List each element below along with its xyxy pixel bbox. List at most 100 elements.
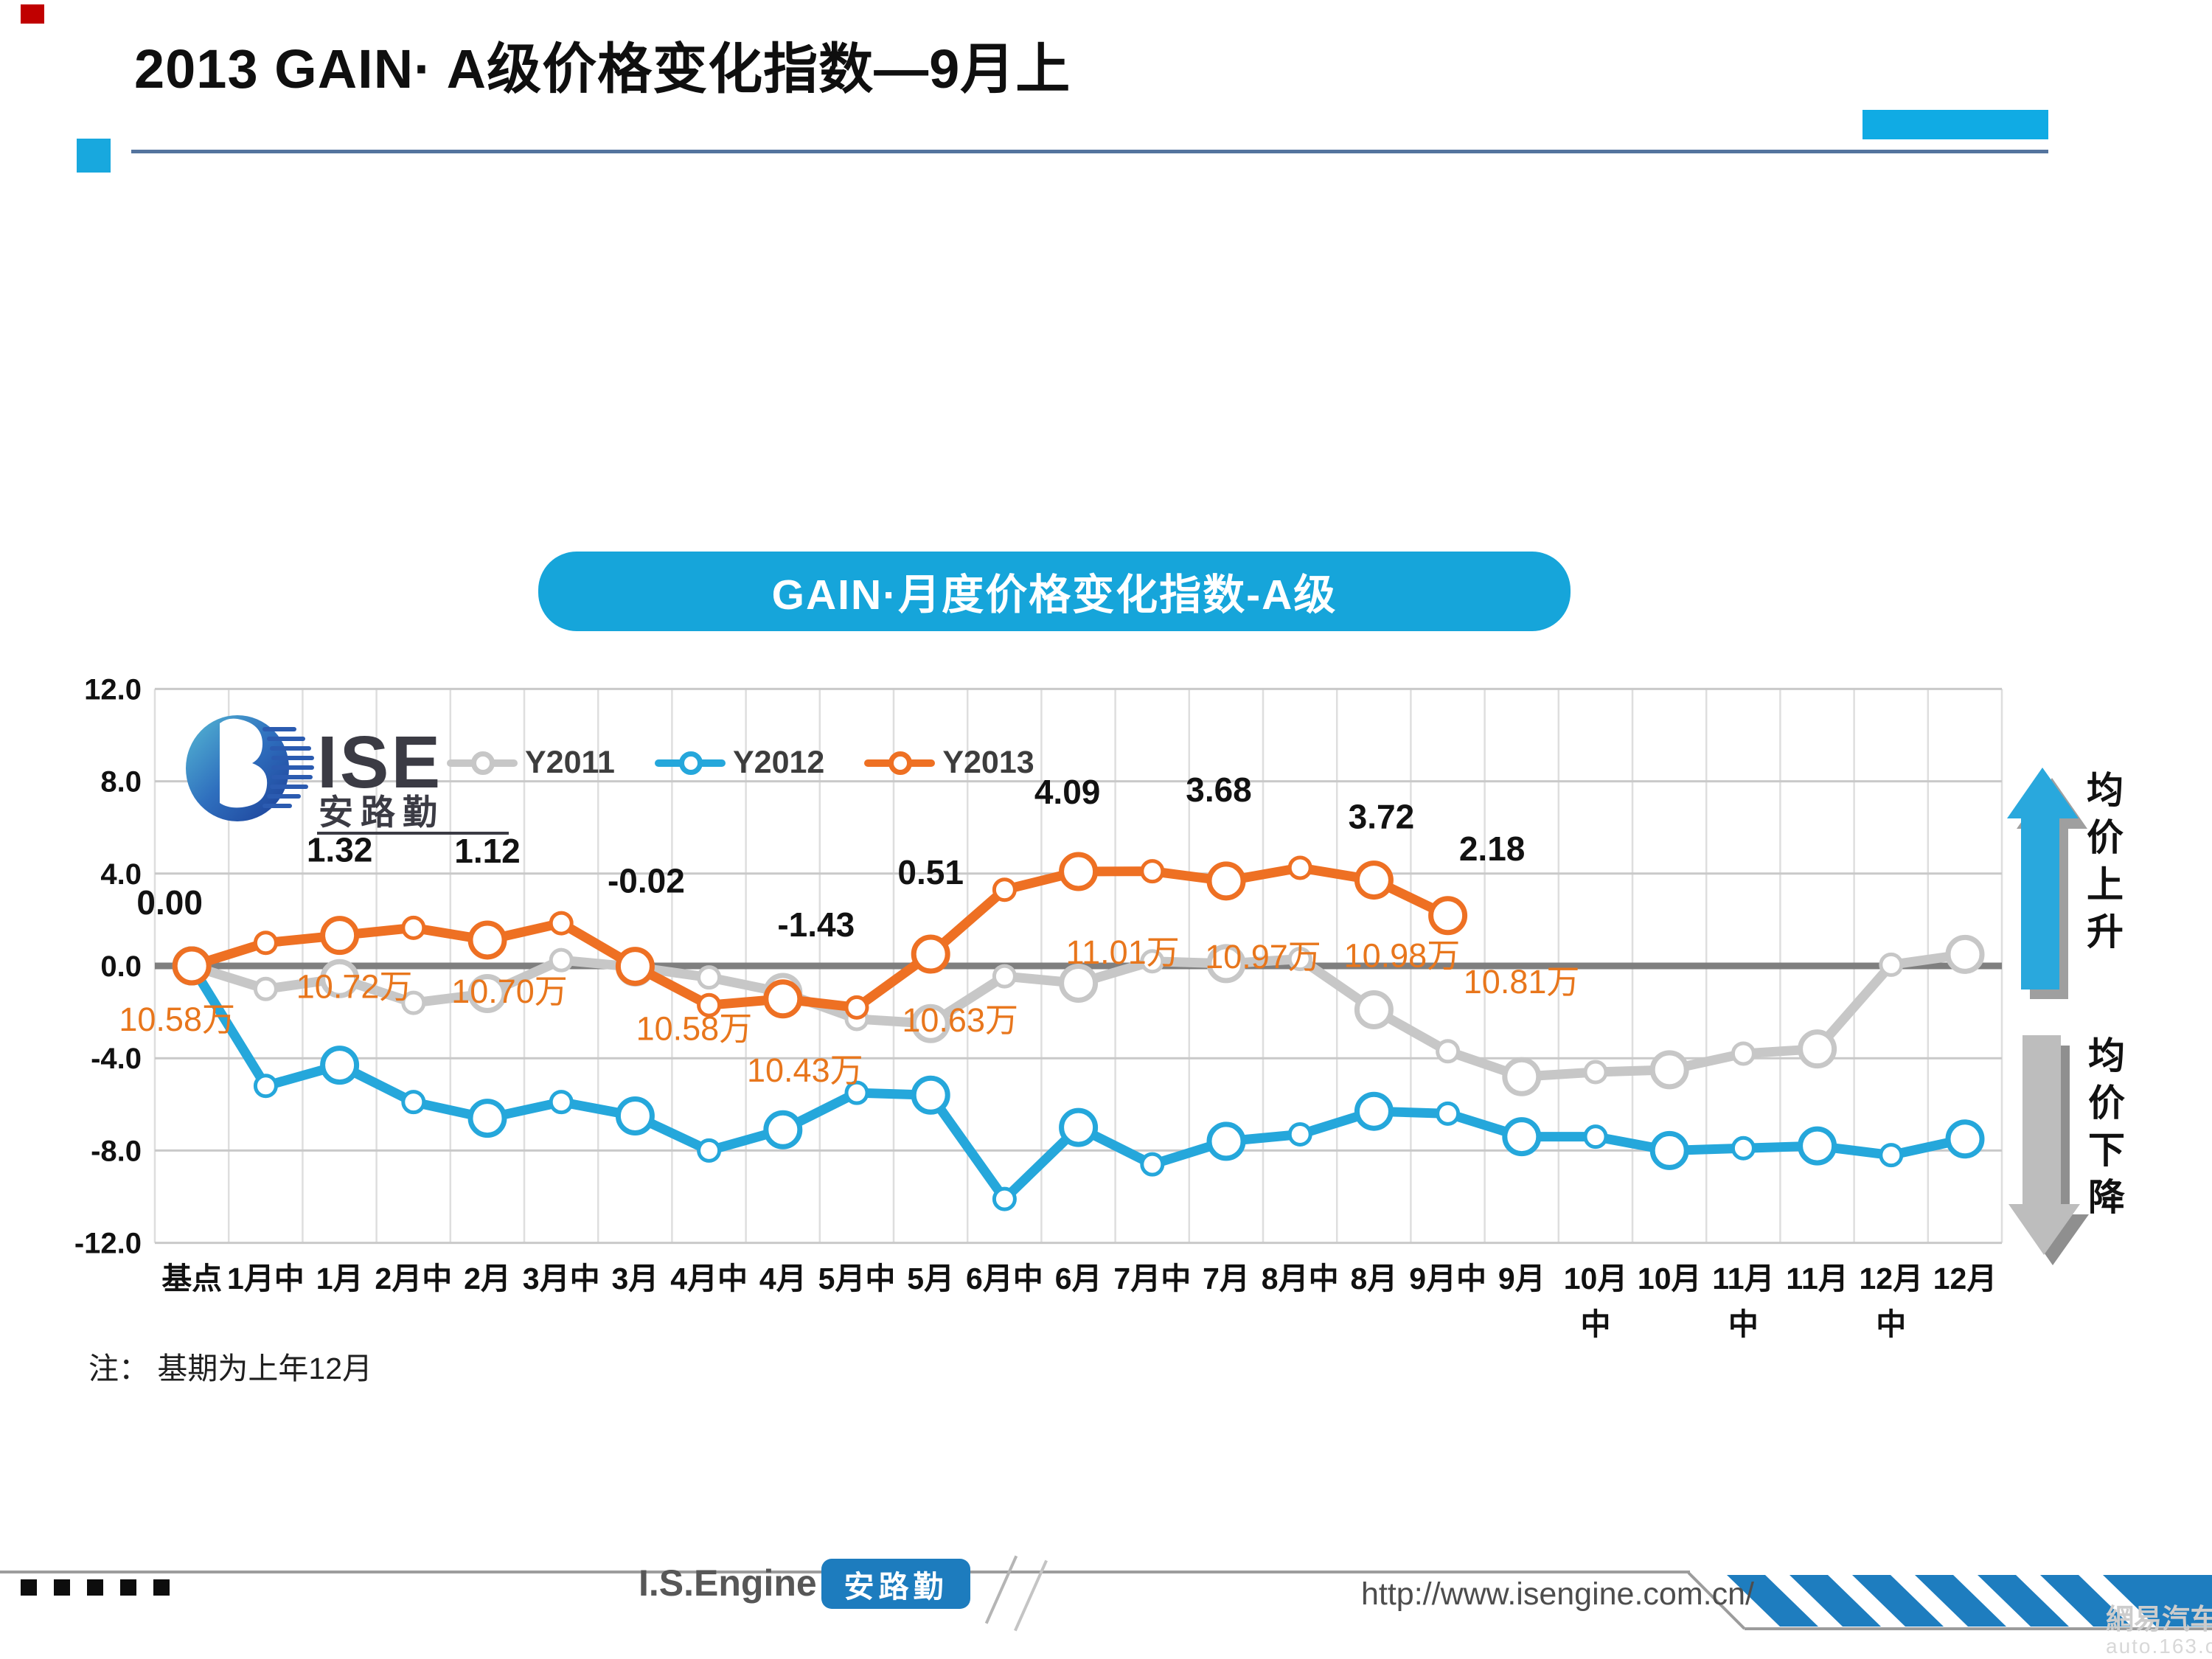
data-point-y2013 [844, 995, 869, 1020]
point-label: 0.00 [136, 883, 203, 922]
data-point-y2011 [763, 973, 803, 1012]
legend-marker-y2012 [678, 751, 703, 775]
header-accent-bar [1863, 110, 2048, 139]
data-point-y2012 [615, 1096, 655, 1135]
data-point-y2012 [549, 1090, 574, 1115]
footer-brand-badge: 安路勤 [821, 1559, 970, 1609]
price-label: 10.72万 [296, 968, 413, 1006]
up-arrow-shadow [2017, 778, 2087, 999]
price-label: 10.58万 [119, 1001, 235, 1038]
chart-gridlines [153, 687, 2003, 1245]
data-point-y2011 [1206, 944, 1246, 984]
ise-logo-text: ISE [317, 721, 442, 804]
data-point-y2011 [1879, 952, 1904, 977]
data-point-y2013 [1287, 855, 1312, 880]
x-tick-label: 2月中 [375, 1262, 452, 1295]
data-point-y2012 [1140, 1152, 1165, 1177]
price-label: 10.81万 [1464, 963, 1580, 1001]
x-tick-label: 6月 [1055, 1262, 1102, 1295]
legend-line-y2013 [864, 751, 936, 775]
title-bullet-square [77, 139, 111, 173]
y-tick-label: -4.0 [91, 1043, 142, 1075]
price-down-caption: 均 价 下 降 [2088, 1035, 2125, 1218]
data-point-y2011 [467, 974, 507, 1014]
series-line-y2013 [187, 863, 1453, 1012]
x-tick-label: 11月中 [1712, 1262, 1774, 1341]
price-arrows [2007, 768, 2089, 1265]
legend-label-y2013: Y2013 [942, 745, 1034, 780]
data-point-y2012 [172, 946, 212, 986]
data-point-y2011 [1945, 934, 1985, 974]
data-point-y2012 [253, 1074, 278, 1099]
data-point-y2012 [1731, 1135, 1756, 1161]
footer-divider-slash [984, 1555, 1018, 1624]
data-point-y2013 [911, 934, 950, 974]
data-point-y2013 [1354, 860, 1394, 900]
ise-logo-globe [186, 715, 289, 821]
x-tick-label: 基点 [161, 1262, 222, 1295]
legend-label-y2011: Y2011 [525, 745, 615, 780]
footer-dot [153, 1579, 170, 1596]
data-point-y2013 [467, 920, 507, 960]
data-point-y2011 [911, 1004, 950, 1043]
data-point-y2013 [615, 947, 655, 987]
x-tick-label: 12月中 [1859, 1262, 1923, 1341]
data-point-y2012 [1059, 1107, 1099, 1147]
ise-logo-subtext: 安路勤 [319, 793, 445, 832]
price-label: 10.43万 [747, 1051, 863, 1089]
data-point-y2011 [1731, 1041, 1756, 1066]
ise-logo-rule [317, 832, 509, 835]
x-tick-label: 8月中 [1262, 1262, 1339, 1295]
footer-url: http://www.isengine.com.cn/ [1361, 1576, 1754, 1612]
down-arrow-shadow [2017, 1046, 2089, 1265]
x-tick-label: 10月中 [1564, 1262, 1628, 1341]
price-label: 10.70万 [451, 973, 568, 1010]
legend-label-y2012: Y2012 [732, 745, 825, 780]
title-underline [131, 150, 2048, 153]
data-point-y2012 [1436, 1101, 1461, 1126]
x-tick-label: 7月中 [1113, 1262, 1191, 1295]
x-tick-label: 9月 [1498, 1262, 1545, 1295]
data-point-y2011 [172, 946, 212, 986]
chart-axis-labels: 12.0 8.0 4.0 0.0 -4.0 -8.0 -12.0 基点 1月中 1月 2月中 2月 3月… [74, 673, 1997, 1341]
chart-series [172, 852, 1985, 1211]
series-line-y2012 [187, 961, 1970, 1204]
chart-title: GAIN·月度价格变化指数-A级 [771, 571, 1338, 619]
watermark: 網易汽车 auto.163.com [2106, 1605, 2212, 1657]
data-point-y2013 [1059, 852, 1099, 891]
data-point-y2013 [697, 992, 722, 1018]
x-tick-label: 1月中 [227, 1262, 305, 1295]
data-point-y2012 [1945, 1119, 1985, 1159]
data-point-y2013 [549, 911, 574, 936]
price-label: 11.01万 [1065, 933, 1179, 971]
point-label: 1.32 [307, 831, 373, 869]
data-point-y2011 [253, 976, 278, 1001]
data-point-y2011 [1436, 1039, 1461, 1064]
data-point-y2012 [1879, 1143, 1904, 1168]
x-tick-label: 10月 [1638, 1262, 1702, 1295]
data-point-y2012 [467, 1099, 507, 1138]
data-point-y2011 [615, 947, 655, 987]
data-point-y2011 [549, 947, 574, 973]
data-point-y2011 [1354, 990, 1394, 1029]
footer-dot [21, 1579, 37, 1596]
data-point-y2013 [1428, 896, 1468, 936]
page-title: 2013 GAIN· A级价格变化指数—9月上 [134, 38, 1071, 100]
y-tick-label: 4.0 [100, 858, 142, 891]
chart-title-banner: GAIN·月度价格变化指数-A级 [538, 552, 1571, 631]
footer-dot [87, 1579, 103, 1596]
data-point-y2011 [992, 964, 1017, 989]
data-point-y2011 [1649, 1050, 1689, 1090]
ise-logo-stripes [262, 727, 314, 808]
point-label: -0.02 [608, 862, 685, 900]
data-point-y2011 [1502, 1057, 1542, 1096]
data-point-y2012 [1354, 1091, 1394, 1131]
series-line-y2011 [187, 949, 1970, 1082]
data-point-y2013 [172, 946, 212, 986]
x-tick-label: 4月 [759, 1262, 807, 1295]
data-point-y2012 [1206, 1121, 1246, 1161]
data-point-y2012 [844, 1080, 869, 1105]
down-arrow-icon [2008, 1035, 2080, 1255]
data-point-y2012 [763, 1110, 803, 1150]
